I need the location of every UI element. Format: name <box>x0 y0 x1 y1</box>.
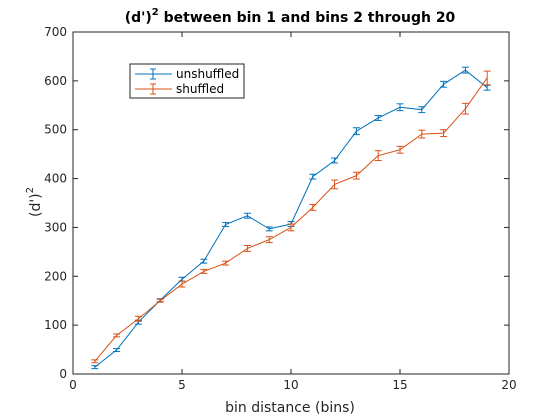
series-shuffled <box>91 70 491 364</box>
legend-label: shuffled <box>176 82 224 96</box>
y-tick-label: 100 <box>44 318 67 332</box>
legend-entry-unshuffled: unshuffled <box>135 67 239 81</box>
y-tick-label: 700 <box>44 25 67 39</box>
error-bar-shuffled <box>331 179 339 190</box>
chart-title-superscript: 2 <box>152 7 159 18</box>
error-bar-unshuffled <box>461 66 469 74</box>
y-tick-label: 300 <box>44 220 67 234</box>
error-bar-shuffled <box>200 268 208 274</box>
error-bar-unshuffled <box>374 115 382 121</box>
x-tick-label: 10 <box>283 378 298 392</box>
x-axis-label: bin distance (bins) <box>225 400 355 416</box>
chart-title-main: (d') <box>125 10 152 26</box>
error-bar-unshuffled <box>440 80 448 88</box>
error-bar-unshuffled <box>396 103 404 112</box>
error-bar-shuffled <box>156 298 164 303</box>
y-axis-label: (d')2 <box>25 187 44 217</box>
error-bar-shuffled <box>113 333 121 338</box>
x-tick-label: 5 <box>178 378 186 392</box>
x-tick-label: 20 <box>501 378 516 392</box>
y-axis-label-superscript: 2 <box>25 187 36 193</box>
legend-label: unshuffled <box>176 67 239 81</box>
error-bar-shuffled <box>91 359 99 364</box>
error-bar-unshuffled <box>352 127 360 136</box>
error-bar-shuffled <box>418 129 426 139</box>
error-bar-shuffled <box>265 236 273 244</box>
y-tick-label: 500 <box>44 123 67 137</box>
error-bar-unshuffled <box>265 226 273 232</box>
error-bar-shuffled <box>243 245 251 252</box>
error-bar-unshuffled <box>113 348 121 353</box>
error-bar-shuffled <box>374 150 382 161</box>
error-bar-unshuffled <box>243 212 251 219</box>
error-bar-shuffled <box>309 203 317 211</box>
y-tick-label: 400 <box>44 172 67 186</box>
error-bar-shuffled <box>483 70 491 86</box>
error-bar-shuffled <box>396 145 404 154</box>
error-bar-shuffled <box>134 315 142 322</box>
y-tick-label: 600 <box>44 74 67 88</box>
error-bar-unshuffled <box>91 365 99 370</box>
legend-entry-shuffled: shuffled <box>135 82 224 96</box>
error-bar-shuffled <box>222 260 230 266</box>
chart-title-rest: between bin 1 and bins 2 through 20 <box>159 10 456 26</box>
y-tick-label: 0 <box>59 367 67 381</box>
y-tick-label: 200 <box>44 269 67 283</box>
error-bar-unshuffled <box>418 106 426 114</box>
x-tick-label: 0 <box>69 378 77 392</box>
error-bar-unshuffled <box>309 173 317 180</box>
chart-title: (d')2 between bin 1 and bins 2 through 2… <box>125 7 456 26</box>
x-tick-label: 15 <box>392 378 407 392</box>
legend-box <box>129 63 245 99</box>
error-bar-shuffled <box>287 223 295 232</box>
error-bar-unshuffled <box>200 258 208 264</box>
error-bar-shuffled <box>352 171 360 180</box>
error-bar-shuffled <box>178 280 186 288</box>
error-bar-unshuffled <box>331 157 339 164</box>
y-axis-label-main: (d') <box>28 193 44 217</box>
error-bar-unshuffled <box>222 222 230 227</box>
error-bar-shuffled <box>440 129 448 138</box>
error-bar-shuffled <box>461 102 469 115</box>
